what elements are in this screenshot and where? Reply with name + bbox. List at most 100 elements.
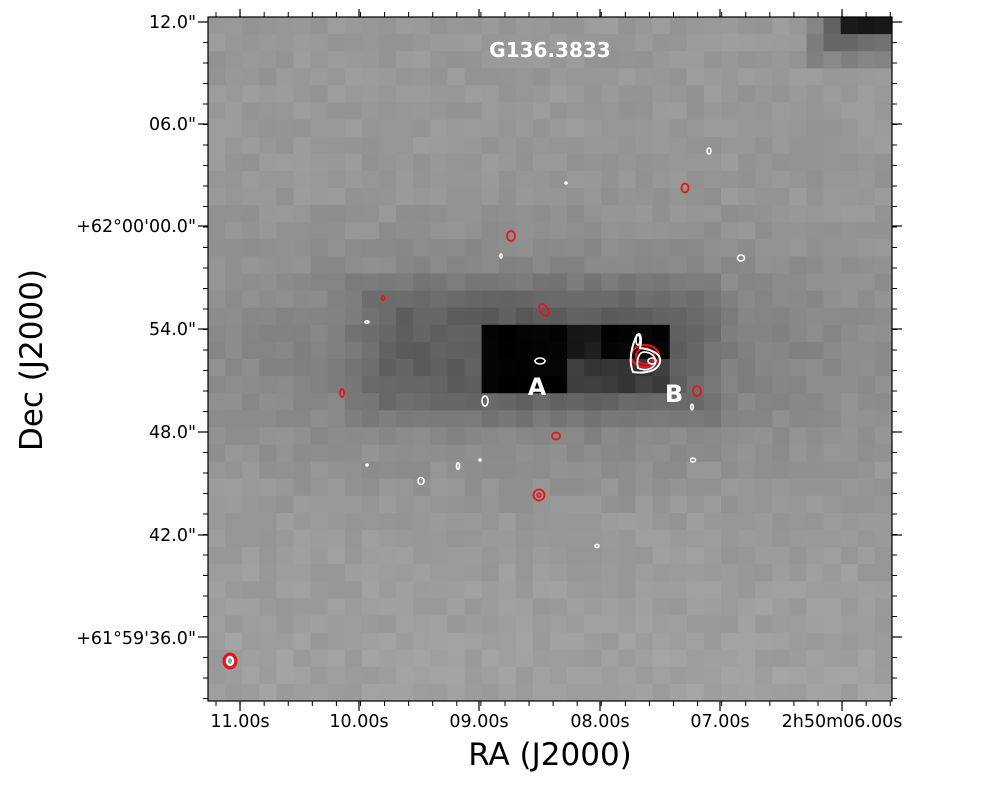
map-pixel [481, 598, 500, 617]
map-pixel [857, 495, 876, 514]
map-pixel [396, 461, 414, 480]
map-pixel [635, 153, 654, 172]
map-pixel [550, 598, 568, 617]
map-pixel [755, 683, 773, 701]
map-pixel [310, 239, 329, 257]
map-pixel [327, 495, 346, 514]
map-pixel [413, 683, 431, 701]
map-pixel [481, 615, 500, 634]
map-pixel [567, 393, 585, 411]
white-contour [364, 319, 370, 324]
map-pixel [635, 427, 654, 446]
map-pixel [686, 119, 705, 138]
map-pixel [567, 512, 585, 531]
map-pixel [532, 615, 551, 634]
map-pixel [208, 34, 226, 52]
map-pixel [532, 512, 551, 531]
map-pixel [721, 324, 739, 343]
map-pixel [532, 170, 551, 189]
map-pixel [379, 307, 397, 326]
map-pixel [823, 410, 842, 428]
map-pixel [635, 85, 654, 104]
map-pixel [772, 205, 790, 223]
map-pixel [310, 153, 329, 172]
map-pixel [738, 581, 756, 599]
map-pixel [652, 632, 671, 651]
map-pixel [567, 564, 585, 582]
map-pixel [601, 359, 619, 377]
map-pixel [447, 615, 466, 634]
map-pixel [874, 410, 892, 428]
map-pixel [823, 427, 842, 446]
map-pixel [447, 51, 466, 69]
map-pixel [242, 170, 260, 189]
map-pixel [515, 188, 534, 206]
map-pixel [447, 683, 466, 701]
map-pixel [652, 170, 671, 189]
map-pixel [310, 427, 329, 446]
map-pixel [361, 530, 380, 548]
map-pixel [515, 256, 534, 275]
map-pixel [413, 410, 431, 428]
map-pixel [464, 222, 483, 240]
map-pixel [447, 188, 466, 206]
map-pixel [635, 495, 654, 514]
map-pixel [344, 290, 363, 309]
map-pixel [857, 341, 876, 360]
map-pixel [806, 51, 825, 69]
map-pixel [755, 205, 773, 223]
map-pixel [652, 512, 671, 531]
map-pixel [686, 581, 705, 599]
map-pixel [567, 102, 585, 121]
map-pixel [618, 85, 637, 104]
map-pixel [601, 68, 619, 86]
map-pixel [242, 359, 260, 377]
map-pixel [293, 222, 312, 240]
map-pixel [413, 256, 431, 275]
map-pixel [430, 427, 448, 446]
map-pixel [550, 273, 568, 292]
map-pixel [293, 290, 312, 309]
map-pixel [361, 136, 380, 155]
map-pixel [430, 683, 448, 701]
map-pixel [789, 68, 808, 86]
map-pixel [772, 666, 790, 685]
map-pixel [840, 478, 859, 497]
map-pixel [276, 666, 295, 685]
map-pixel [361, 444, 380, 463]
map-pixel [532, 68, 551, 86]
map-pixel [618, 598, 637, 617]
map-pixel [601, 581, 619, 599]
map-pixel [789, 307, 808, 326]
map-pixel [840, 307, 859, 326]
map-pixel [823, 136, 842, 155]
map-pixel [464, 461, 483, 480]
map-pixel [703, 153, 722, 172]
map-pixel [772, 376, 790, 394]
map-pixel [327, 547, 346, 565]
map-pixel [567, 205, 585, 223]
map-pixel [515, 359, 534, 377]
map-pixel [327, 427, 346, 446]
map-pixel [225, 461, 243, 480]
map-pixel [635, 530, 654, 548]
map-pixel [584, 324, 602, 343]
map-pixel [225, 666, 243, 685]
map-pixel [327, 222, 346, 240]
intensity-map [208, 17, 892, 701]
map-pixel [327, 666, 346, 685]
map-pixel [293, 68, 312, 86]
map-pixel [806, 581, 825, 599]
map-pixel [857, 273, 876, 292]
map-pixel [276, 68, 295, 86]
map-pixel [755, 188, 773, 206]
map-pixel [652, 256, 671, 275]
map-pixel [840, 393, 859, 411]
map-pixel [772, 17, 790, 35]
map-pixel [208, 153, 226, 172]
map-pixel [703, 68, 722, 86]
map-pixel [738, 461, 756, 480]
map-pixel [361, 17, 380, 35]
map-pixel [652, 444, 671, 463]
map-pixel [413, 119, 431, 138]
